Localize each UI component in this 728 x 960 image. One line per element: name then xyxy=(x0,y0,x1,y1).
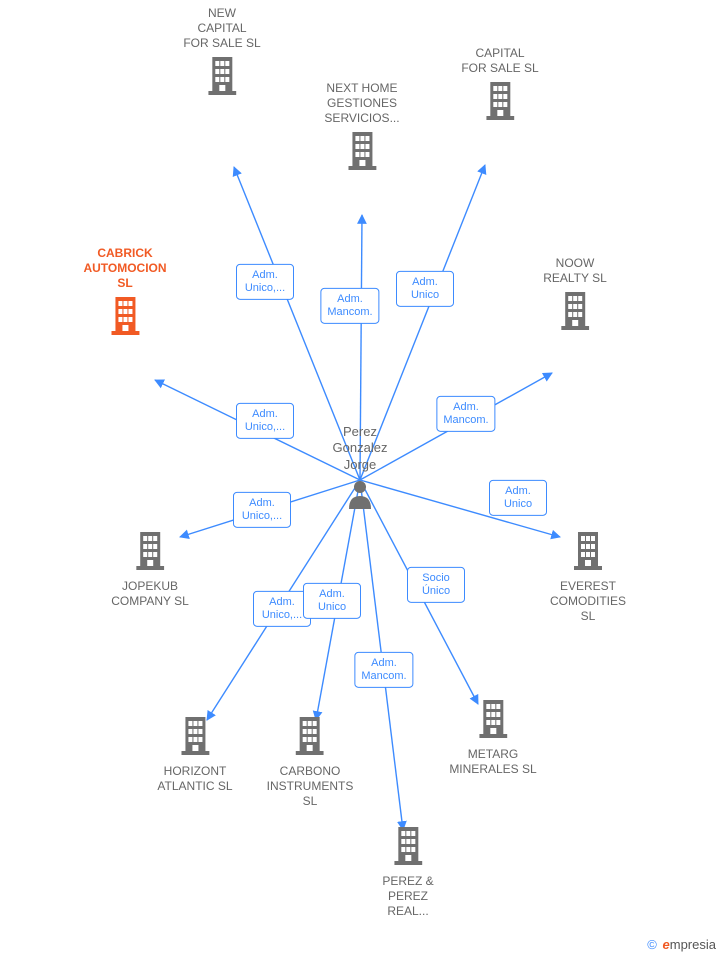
building-icon xyxy=(348,157,376,174)
company-label: NEW CAPITAL FOR SALE SL xyxy=(183,6,260,51)
company-node-carbono[interactable]: CARBONO INSTRUMENTS SL xyxy=(267,715,354,809)
edge-label-perez: Adm. Mancom. xyxy=(354,652,413,688)
edge-label-new-capital: Adm. Unico,... xyxy=(236,264,294,300)
building-icon xyxy=(111,322,139,339)
footer: © empresia xyxy=(647,937,716,952)
company-label: JOPEKUB COMPANY SL xyxy=(111,579,189,609)
company-label: CAPITAL FOR SALE SL xyxy=(461,46,538,76)
center-person-label: Perez Gonzalez Jorge xyxy=(333,424,388,473)
building-icon xyxy=(394,852,422,869)
company-label: NOOW REALTY SL xyxy=(543,256,607,286)
edge-label-noow: Adm. Mancom. xyxy=(436,396,495,432)
edge-label-next-home: Adm. Mancom. xyxy=(320,288,379,324)
company-label: HORIZONT ATLANTIC SL xyxy=(157,764,232,794)
company-node-next-home[interactable]: NEXT HOME GESTIONES SERVICIOS... xyxy=(324,81,399,175)
edge-label-cabrick: Adm. Unico,... xyxy=(236,403,294,439)
building-icon xyxy=(486,107,514,124)
company-label: PEREZ & PEREZ REAL... xyxy=(382,874,433,919)
company-node-noow[interactable]: NOOW REALTY SL xyxy=(543,256,607,335)
brand-rest: mpresia xyxy=(670,937,716,952)
edge-label-metarg: Socio Único xyxy=(407,567,465,603)
building-icon xyxy=(296,742,324,759)
company-node-cabrick[interactable]: CABRICK AUTOMOCION SL xyxy=(83,246,166,340)
company-label: METARG MINERALES SL xyxy=(449,747,536,777)
person-icon xyxy=(347,496,373,513)
building-icon xyxy=(208,82,236,99)
company-node-new-capital[interactable]: NEW CAPITAL FOR SALE SL xyxy=(183,6,260,100)
edge-label-jopekub: Adm. Unico,... xyxy=(233,492,291,528)
company-label: NEXT HOME GESTIONES SERVICIOS... xyxy=(324,81,399,126)
company-node-metarg[interactable]: METARG MINERALES SL xyxy=(449,698,536,777)
company-node-horizont[interactable]: HORIZONT ATLANTIC SL xyxy=(157,715,232,794)
company-label: CARBONO INSTRUMENTS SL xyxy=(267,764,354,809)
copyright-symbol: © xyxy=(647,937,657,952)
company-label: EVEREST COMODITIES SL xyxy=(550,579,626,624)
building-icon xyxy=(561,317,589,334)
building-icon xyxy=(574,557,602,574)
edge-label-capital: Adm. Unico xyxy=(396,271,454,307)
company-node-capital[interactable]: CAPITAL FOR SALE SL xyxy=(461,46,538,125)
company-node-everest[interactable]: EVEREST COMODITIES SL xyxy=(550,530,626,624)
edge-label-carbono: Adm. Unico xyxy=(303,583,361,619)
edge-label-everest: Adm. Unico xyxy=(489,480,547,516)
brand-first-letter: e xyxy=(663,937,670,952)
company-node-jopekub[interactable]: JOPEKUB COMPANY SL xyxy=(111,530,189,609)
building-icon xyxy=(479,725,507,742)
center-person-node xyxy=(347,479,373,514)
company-node-perez[interactable]: PEREZ & PEREZ REAL... xyxy=(382,825,433,919)
company-label: CABRICK AUTOMOCION SL xyxy=(83,246,166,291)
building-icon xyxy=(181,742,209,759)
building-icon xyxy=(136,557,164,574)
